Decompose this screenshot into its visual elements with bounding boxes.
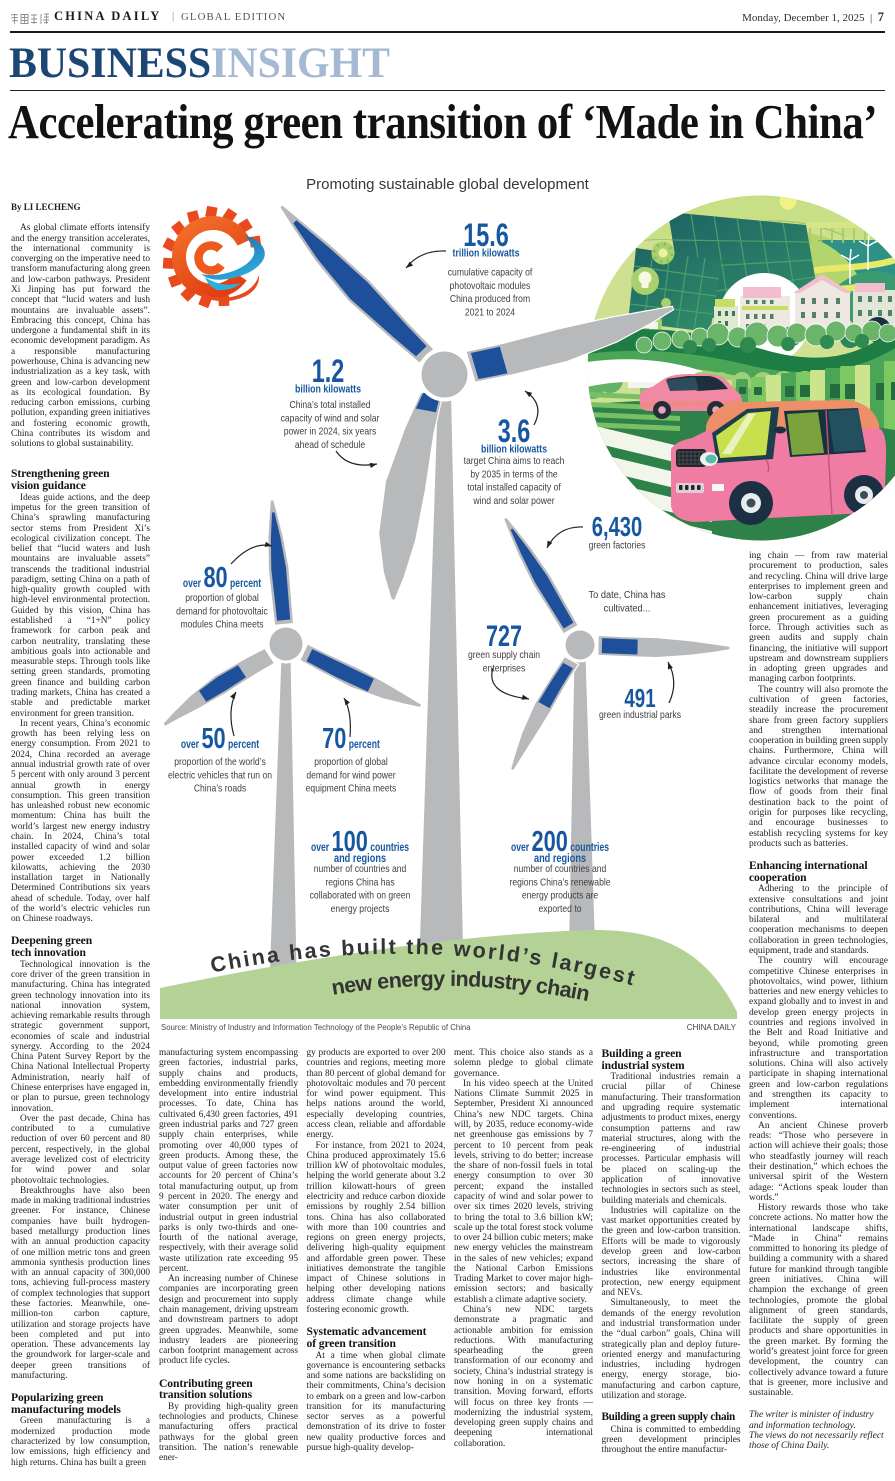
svg-text:China’s total installed: China’s total installed [289,399,370,410]
svg-text:energy products are: energy products are [522,890,598,901]
svg-text:billion kilowatts: billion kilowatts [481,444,547,456]
svg-text:2021 to 2024: 2021 to 2024 [465,307,515,318]
svg-text:proportion of global: proportion of global [185,592,259,603]
svg-text:wind and solar power: wind and solar power [472,495,554,506]
svg-text:energy projects: energy projects [331,903,390,914]
svg-text:and regions: and regions [534,853,586,865]
svg-text:capacity of wind and solar: capacity of wind and solar [281,413,380,424]
svg-text:To date, China has: To date, China has [589,590,666,602]
svg-text:ahead of schedule: ahead of schedule [295,439,365,450]
svg-text:total installed capacity of: total installed capacity of [467,482,561,493]
svg-text:over 80 percent: over 80 percent [183,562,262,594]
svg-text:over 100 countries: over 100 countries [311,826,409,858]
svg-text:727: 727 [486,618,522,652]
svg-text:proportion of global: proportion of global [314,756,388,767]
svg-text:cumulative capacity of: cumulative capacity of [448,267,533,278]
svg-text:billion kilowatts: billion kilowatts [295,384,361,396]
svg-text:power in 2024, six years: power in 2024, six years [284,426,377,437]
svg-text:demand for photovoltaic: demand for photovoltaic [176,606,268,617]
svg-text:equipment China meets: equipment China meets [306,783,397,794]
svg-text:70 percent: 70 percent [322,723,380,755]
svg-text:over 200 countries: over 200 countries [511,826,609,858]
svg-text:exported to: exported to [539,903,582,914]
svg-text:number of countries and: number of countries and [514,863,607,874]
svg-text:demand for wind power: demand for wind power [306,770,395,781]
svg-text:number of countries and: number of countries and [314,863,407,874]
svg-text:15.6: 15.6 [463,216,509,253]
svg-text:over 50 percent: over 50 percent [181,723,260,755]
svg-text:3.6: 3.6 [498,412,531,449]
svg-text:1.2: 1.2 [312,352,345,389]
svg-text:green industrial parks: green industrial parks [599,709,681,720]
svg-text:proportion of the world’s: proportion of the world’s [174,756,266,767]
svg-text:cultivated...: cultivated... [604,603,651,615]
svg-text:photovoltaic modules: photovoltaic modules [450,280,531,291]
svg-text:collaborated with on green: collaborated with on green [310,890,411,901]
svg-text:China produced from: China produced from [450,294,530,305]
svg-text:China’s roads: China’s roads [194,783,247,794]
svg-text:new energy industry chain: new energy industry chain [330,967,591,1006]
svg-text:regions China has: regions China has [325,877,395,888]
svg-text:enterprises: enterprises [483,663,526,674]
svg-text:China has built the world’s la: China has built the world’s largest [208,935,639,991]
svg-text:regions China’s renewable: regions China’s renewable [509,877,610,888]
svg-text:and regions: and regions [334,853,386,865]
svg-text:electric vehicles that run on: electric vehicles that run on [168,770,272,781]
svg-text:491: 491 [624,683,655,713]
svg-text:green factories: green factories [589,540,646,551]
svg-text:by 2035 in terms of the: by 2035 in terms of the [470,469,557,480]
svg-text:6,430: 6,430 [592,512,642,543]
svg-text:green supply chain: green supply chain [468,649,540,660]
svg-text:modules China meets: modules China meets [180,619,263,630]
svg-text:trillion kilowatts: trillion kilowatts [453,248,520,260]
svg-text:target China aims to reach: target China aims to reach [464,455,565,466]
